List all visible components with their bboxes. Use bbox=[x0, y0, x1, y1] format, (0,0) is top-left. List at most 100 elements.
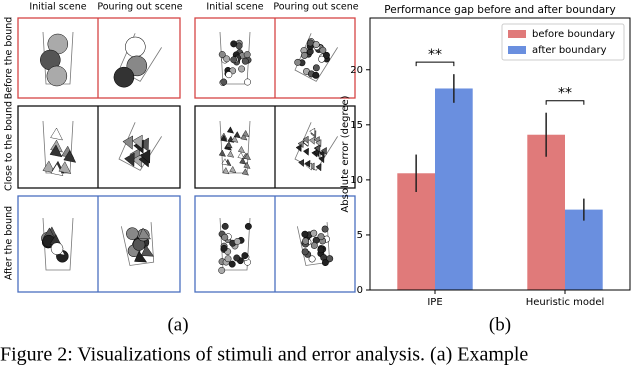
stimulus bbox=[113, 33, 162, 88]
particle bbox=[46, 65, 68, 87]
y-axis-label: Absolute error (degree) bbox=[340, 95, 351, 212]
particle bbox=[308, 255, 316, 263]
particle bbox=[242, 129, 250, 138]
significance-bracket bbox=[545, 100, 585, 105]
particle bbox=[230, 56, 238, 64]
particle bbox=[301, 230, 309, 238]
particle bbox=[320, 147, 327, 155]
y-tick-label: 5 bbox=[357, 230, 363, 241]
row-label: Close to the bound bbox=[4, 101, 15, 191]
particle bbox=[314, 144, 321, 153]
y-tick-label: 15 bbox=[350, 120, 363, 131]
figure-caption: Figure 2: Visualizations of stimuli and … bbox=[0, 344, 528, 366]
particle bbox=[240, 133, 248, 141]
bar bbox=[565, 209, 603, 290]
row-label: Before the bound bbox=[4, 17, 15, 100]
particle bbox=[243, 161, 251, 169]
particle bbox=[295, 144, 302, 153]
bar bbox=[435, 88, 473, 291]
particle bbox=[244, 78, 252, 86]
stimulus bbox=[218, 31, 252, 87]
legend-swatch bbox=[508, 30, 526, 38]
stimulus bbox=[296, 222, 334, 267]
stimulus bbox=[40, 31, 74, 87]
particle bbox=[139, 149, 151, 164]
particle bbox=[309, 127, 316, 136]
particle bbox=[302, 237, 310, 245]
particle bbox=[321, 225, 329, 233]
legend-swatch bbox=[508, 46, 526, 54]
stimulus bbox=[120, 222, 155, 266]
chart-title: Performance gap before and after boundar… bbox=[384, 4, 615, 16]
particle bbox=[308, 136, 315, 145]
particle bbox=[225, 141, 233, 149]
container bbox=[219, 120, 251, 174]
particle bbox=[225, 71, 233, 79]
particle bbox=[63, 149, 77, 163]
particle bbox=[220, 78, 228, 86]
column-header: Pouring out scene bbox=[97, 2, 182, 13]
particle bbox=[138, 227, 151, 240]
particle bbox=[317, 233, 325, 241]
particle bbox=[49, 144, 63, 158]
particle bbox=[221, 222, 229, 230]
particle bbox=[229, 165, 237, 174]
particle bbox=[224, 255, 232, 263]
particle bbox=[231, 135, 239, 143]
particle bbox=[228, 260, 236, 268]
particle bbox=[301, 51, 308, 59]
particle bbox=[221, 233, 229, 241]
stimulus bbox=[218, 120, 251, 176]
particle bbox=[230, 40, 238, 48]
particle bbox=[223, 55, 231, 63]
particle bbox=[218, 51, 226, 58]
significance-label: ** bbox=[428, 47, 442, 63]
particle bbox=[319, 46, 327, 54]
particle bbox=[298, 159, 304, 167]
particle bbox=[50, 242, 64, 255]
stimulus bbox=[42, 120, 77, 176]
column-header: Initial scene bbox=[29, 2, 86, 13]
particle bbox=[218, 266, 226, 274]
particle bbox=[312, 64, 320, 72]
particle bbox=[122, 135, 133, 150]
particle bbox=[113, 66, 135, 88]
particle bbox=[318, 155, 325, 164]
particle bbox=[134, 250, 148, 263]
particle bbox=[233, 254, 241, 262]
bar bbox=[527, 134, 565, 290]
particle bbox=[312, 71, 320, 79]
stimulus bbox=[294, 33, 338, 82]
particle bbox=[220, 134, 228, 142]
particle bbox=[226, 126, 235, 134]
particle bbox=[227, 150, 235, 158]
particle bbox=[124, 152, 135, 167]
particle bbox=[244, 222, 252, 230]
particle bbox=[233, 238, 241, 245]
particle bbox=[238, 65, 246, 73]
particle bbox=[125, 36, 146, 58]
particle bbox=[138, 137, 149, 152]
particle bbox=[323, 51, 330, 59]
particle bbox=[132, 134, 143, 149]
particle bbox=[315, 163, 322, 172]
particle bbox=[243, 51, 251, 59]
significance-label: ** bbox=[558, 86, 572, 102]
stimulus bbox=[218, 217, 252, 274]
particle bbox=[310, 242, 318, 249]
particle bbox=[218, 149, 226, 157]
legend-label: before boundary bbox=[532, 29, 615, 40]
particle bbox=[237, 145, 246, 154]
particle bbox=[303, 147, 309, 156]
stimulus bbox=[118, 122, 162, 171]
particle bbox=[50, 127, 63, 141]
stimulus bbox=[41, 217, 74, 271]
x-tick-label: IPE bbox=[427, 297, 442, 308]
particle bbox=[241, 57, 249, 65]
particle bbox=[237, 151, 245, 160]
particle bbox=[317, 246, 325, 254]
bar-chart: Performance gap before and after boundar… bbox=[340, 4, 631, 308]
particle bbox=[141, 244, 154, 257]
particle bbox=[241, 168, 249, 176]
x-tick-label: Heuristic model bbox=[526, 297, 605, 308]
